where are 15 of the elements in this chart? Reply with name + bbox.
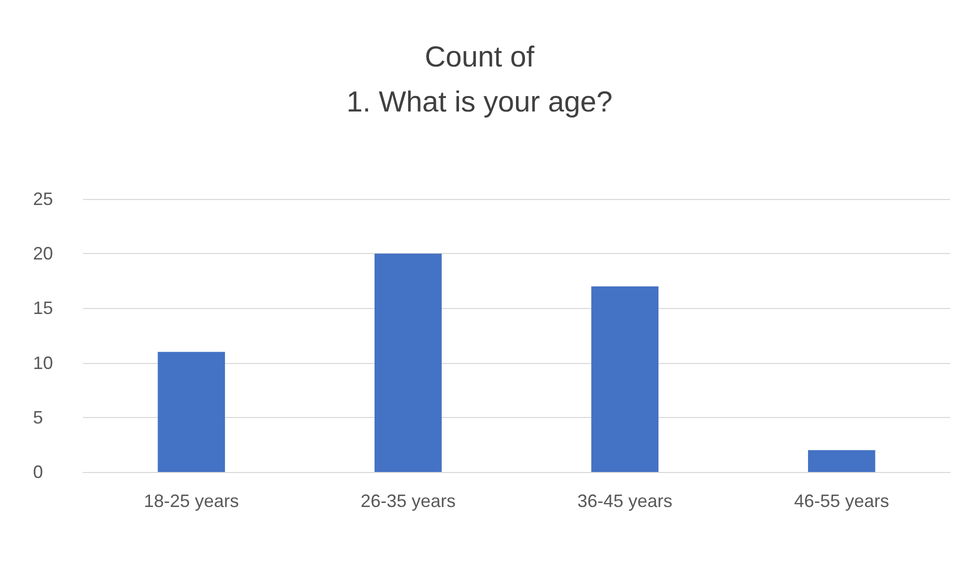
y-tick-label: 20 xyxy=(33,244,54,264)
y-tick-label: 25 xyxy=(33,189,54,209)
y-tick-label: 10 xyxy=(33,352,54,373)
bar xyxy=(808,450,876,472)
bar xyxy=(374,254,442,472)
y-tick-label: 0 xyxy=(33,462,44,482)
y-tick-label: 15 xyxy=(33,298,54,318)
chart-title: Count of 1. What is your age? xyxy=(346,42,612,118)
x-tick-label: 18-25 years xyxy=(144,491,239,511)
x-tick-label: 46-55 years xyxy=(794,491,890,511)
bar xyxy=(591,286,658,472)
y-tick-label: 5 xyxy=(33,407,44,428)
bar xyxy=(158,352,225,472)
x-tick-label: 26-35 years xyxy=(360,491,456,511)
x-tick-label: 36-45 years xyxy=(577,491,672,511)
